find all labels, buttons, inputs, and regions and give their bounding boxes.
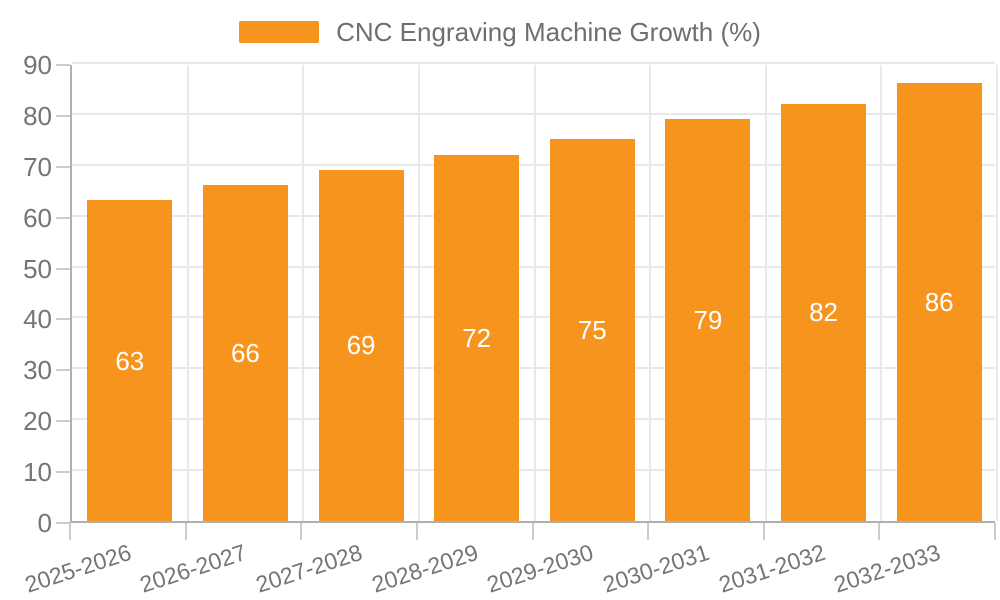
- y-axis-tick-label: 90: [23, 50, 52, 80]
- y-axis-tick-label: 30: [23, 355, 52, 386]
- x-axis-tick: [300, 523, 303, 540]
- bar[interactable]: 82: [781, 103, 867, 521]
- v-gridline: [649, 65, 652, 521]
- bar-value-label: 75: [577, 315, 607, 346]
- y-axis-tick: [56, 420, 70, 423]
- x-axis-tick-label: 2026-2027: [137, 538, 250, 598]
- bar-value-label: 72: [462, 322, 492, 353]
- bar-value-label: 66: [230, 338, 260, 369]
- v-gridline: [533, 65, 536, 521]
- bar-value-label: 86: [924, 287, 954, 318]
- y-axis-tick-label: 50: [23, 253, 52, 284]
- bar[interactable]: 79: [665, 118, 751, 521]
- x-axis-tick-label: 2027-2028: [252, 538, 366, 598]
- x-axis-tick: [878, 523, 881, 540]
- x-axis-tick-label: 2030-2031: [599, 538, 713, 598]
- bar[interactable]: 75: [549, 139, 635, 521]
- bar[interactable]: 66: [202, 185, 288, 521]
- y-axis-tick: [56, 267, 70, 270]
- legend-swatch[interactable]: [239, 21, 320, 43]
- bar-value-label: 82: [809, 297, 839, 328]
- legend-label[interactable]: CNC Engraving Machine Growth (%): [336, 17, 761, 47]
- y-axis-tick: [56, 318, 70, 321]
- x-axis-tick-label: 2025-2026: [21, 538, 135, 598]
- h-gridline: [72, 62, 995, 64]
- x-axis-tick: [762, 523, 765, 540]
- x-axis-tick-label: 2029-2030: [484, 538, 597, 598]
- y-axis-tick: [56, 369, 70, 372]
- v-gridline: [996, 65, 998, 521]
- y-axis-tick-label: 70: [23, 151, 52, 182]
- x-axis-tick-label: 2032-2033: [830, 538, 944, 598]
- y-axis-tick-label: 80: [23, 100, 52, 131]
- y-axis-tick: [56, 216, 70, 219]
- v-gridline: [880, 65, 883, 521]
- x-axis-tick-label: 2028-2029: [368, 538, 482, 598]
- y-axis-tick: [56, 165, 70, 168]
- bar-value-label: 79: [693, 304, 723, 335]
- y-axis-tick: [56, 471, 70, 474]
- v-gridline: [302, 65, 305, 521]
- plot-area: 63 66 69 72 75 79 82 86: [70, 62, 998, 523]
- x-axis-tick: [69, 523, 71, 540]
- y-axis-tick-label: 10: [23, 457, 52, 488]
- bar[interactable]: 72: [434, 154, 520, 521]
- v-gridline: [186, 65, 189, 521]
- y-axis-tick: [56, 114, 70, 117]
- y-axis-tick-label: 0: [37, 508, 52, 538]
- y-axis-tick: [56, 64, 70, 66]
- y-axis-tick-label: 60: [23, 202, 52, 233]
- bar-value-label: 63: [115, 345, 145, 376]
- v-gridline: [764, 65, 767, 521]
- bar[interactable]: 69: [318, 169, 404, 521]
- y-axis-tick: [56, 522, 70, 524]
- bar[interactable]: 86: [896, 83, 982, 521]
- y-axis-tick-label: 20: [23, 406, 52, 437]
- x-axis-tick: [647, 523, 650, 540]
- x-axis-tick-label: 2031-2032: [715, 538, 828, 598]
- bar[interactable]: 63: [87, 200, 173, 521]
- x-axis-tick: [184, 523, 187, 540]
- v-gridline: [417, 65, 420, 521]
- x-axis-tick: [415, 523, 418, 540]
- x-axis-tick: [994, 523, 996, 540]
- legend: CNC Engraving Machine Growth (%): [0, 17, 1000, 47]
- bar-value-label: 69: [346, 330, 376, 361]
- x-axis-tick: [531, 523, 534, 540]
- y-axis-tick-label: 40: [23, 304, 52, 335]
